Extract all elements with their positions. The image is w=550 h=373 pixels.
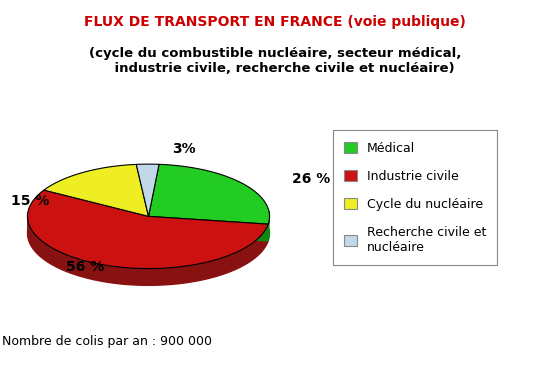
Text: 3%: 3% [173, 142, 196, 156]
Polygon shape [28, 213, 268, 285]
Text: FLUX DE TRANSPORT EN FRANCE (voie publique): FLUX DE TRANSPORT EN FRANCE (voie publiq… [84, 15, 466, 29]
Polygon shape [268, 211, 270, 241]
Polygon shape [136, 164, 159, 216]
Text: 26 %: 26 % [292, 172, 330, 186]
Text: 15 %: 15 % [11, 194, 49, 209]
Polygon shape [148, 216, 268, 241]
Polygon shape [148, 164, 270, 224]
Text: (cycle du combustible nucléaire, secteur médical,
    industrie civile, recherch: (cycle du combustible nucléaire, secteur… [89, 47, 461, 75]
Text: Nombre de colis par an : 900 000: Nombre de colis par an : 900 000 [2, 335, 212, 348]
Polygon shape [148, 216, 268, 241]
Legend: Médical, Industrie civile, Cycle du nucléaire, Recherche civile et
nucléaire: Médical, Industrie civile, Cycle du nucl… [333, 131, 497, 265]
Polygon shape [44, 164, 148, 216]
Text: 56 %: 56 % [66, 260, 104, 274]
Polygon shape [28, 190, 268, 269]
